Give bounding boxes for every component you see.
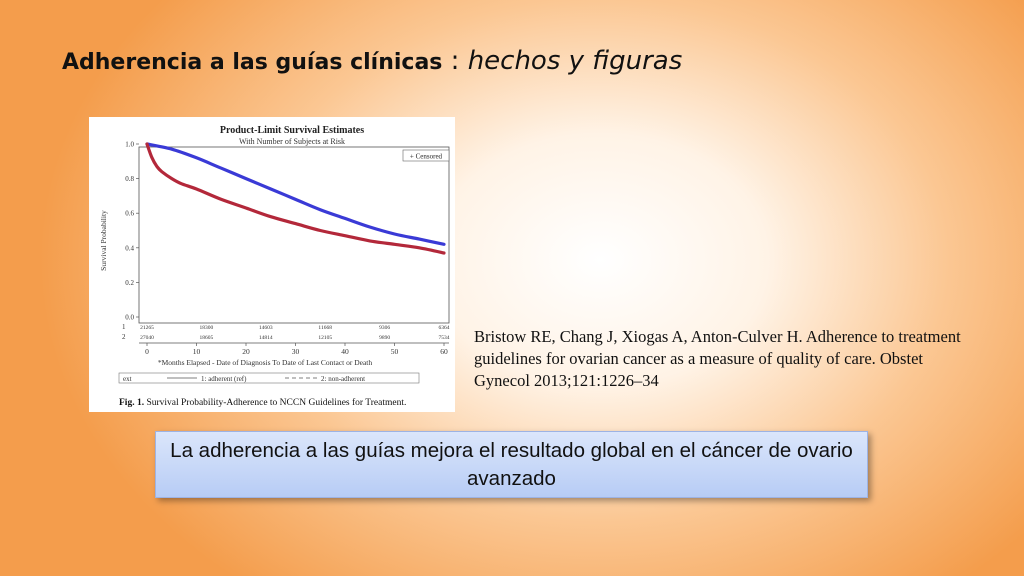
at-risk-row-label: 1 [122,323,126,331]
y-tick-label: 1.0 [125,141,134,149]
title-italic: hechos y figuras [467,46,683,76]
y-axis-label: Survival Probability [99,210,108,271]
y-tick-label: 0.0 [125,314,134,322]
at-risk-count: 18300 [200,325,214,331]
citation-text: Bristow RE, Chang J, Xiogas A, Anton-Cul… [474,327,961,390]
chart-subtitle: With Number of Subjects at Risk [239,137,345,146]
y-tick-label: 0.4 [125,244,134,252]
at-risk-count: 27040 [140,335,154,341]
slide-title: Adherencia a las guías clínicas : hechos… [62,46,682,76]
at-risk-count: 18605 [200,335,214,341]
at-risk-count: 11668 [318,325,332,331]
title-bold: Adherencia a las guías clínicas [62,50,443,75]
at-risk-count: 9890 [379,335,390,341]
at-risk-count: 9306 [379,325,390,331]
figure-caption-text: Survival Probability-Adherence to NCCN G… [146,397,406,408]
at-risk-count: 6364 [439,325,450,331]
at-risk-row-label: 2 [122,333,126,341]
y-tick-label: 0.8 [125,175,134,183]
legend-entry: 2: non-adherent [321,375,365,383]
x-tick-label: 10 [193,347,201,356]
y-tick-label: 0.2 [125,279,134,287]
legend-entry: 1: adherent (ref) [201,375,247,383]
title-separator: : [442,46,468,76]
x-axis-label: *Months Elapsed - Date of Diagnosis To D… [158,358,373,367]
chart-title: Product-Limit Survival Estimates [220,125,364,136]
at-risk-count: 21265 [140,325,154,331]
x-tick-label: 20 [242,347,250,356]
plot-frame [138,146,450,324]
conclusion-callout: La adherencia a las guías mejora el resu… [155,431,868,498]
figure-caption: Fig. 1. Survival Probability-Adherence t… [119,397,406,408]
series-line-adherent [145,142,446,246]
survival-figure: Product-Limit Survival Estimates With Num… [89,117,455,412]
x-tick-label: 0 [145,347,149,356]
at-risk-count: 7534 [439,335,450,341]
censored-box [402,149,450,162]
series-line-non-adherent [145,142,446,255]
legend-prefix: ext [123,375,132,383]
at-risk-count: 14814 [259,335,273,341]
legend-box [118,372,420,384]
figure-caption-label: Fig. 1. [119,398,146,408]
x-tick-label: 40 [341,347,349,356]
x-tick-label: 30 [292,347,300,356]
at-risk-count: 12105 [318,335,332,341]
x-tick-label: 60 [440,347,448,356]
at-risk-count: 14603 [259,325,273,331]
y-tick-label: 0.6 [125,210,134,218]
x-tick-label: 50 [391,347,399,356]
censored-label: + Censored [410,153,443,161]
